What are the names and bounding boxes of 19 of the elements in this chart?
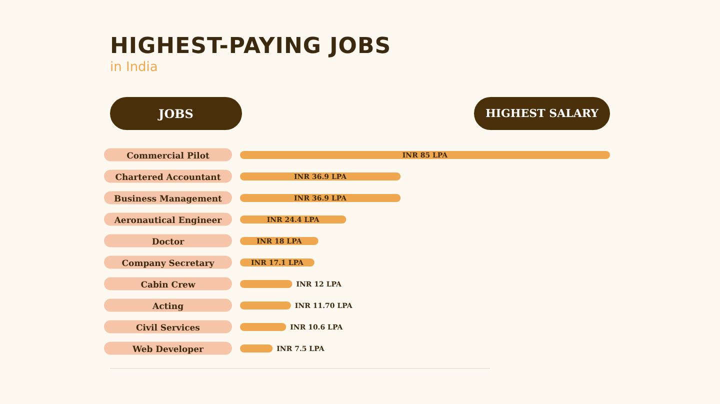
text: in India [110,60,158,75]
y-tick-label: Chartered Accountant [115,172,221,183]
bar [240,344,273,352]
chart-title: HIGHEST-PAYING JOBS [110,34,392,59]
y-tick-label: Aeronautical Engineer [113,216,222,226]
y-tick-label: Business Management [114,194,222,204]
bar [240,302,291,310]
text: JOBS [110,97,242,130]
bar [240,151,610,159]
bar [240,280,292,288]
y-tick-label: Web Developer [131,344,204,355]
y-tick-label: Civil Services [136,323,200,334]
bar [240,323,286,331]
y-tick-label: Cabin Crew [140,280,196,290]
y-tick-label: Company Secretary [122,258,216,269]
y-tick-label: Acting [151,302,184,312]
y-tick-label: Doctor [152,237,185,248]
text: HIGHEST SALARY [474,97,610,130]
y-tick-label: Commercial Pilot [126,151,210,162]
